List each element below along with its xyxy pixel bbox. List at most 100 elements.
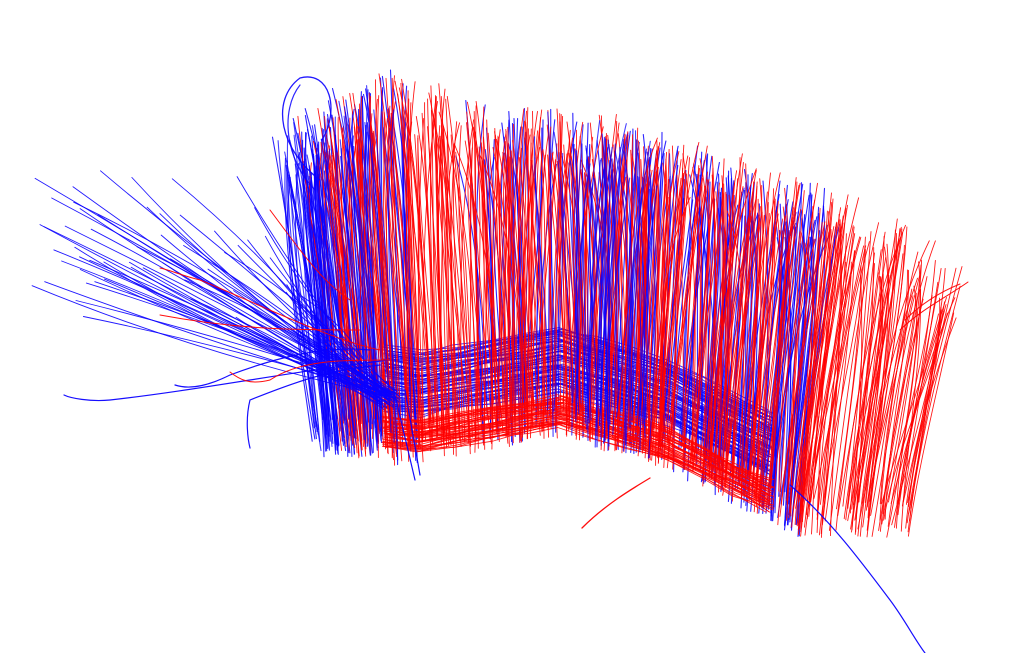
fiber-streamline: [373, 98, 394, 461]
fiber-streamline: [136, 246, 392, 395]
fiber-streamline: [818, 236, 866, 536]
fiber-streamline: [131, 177, 394, 408]
fiber-streamline: [651, 183, 667, 433]
fiber-streamline: [224, 252, 389, 396]
fiber-streamline: [421, 112, 438, 438]
fiber-streamline: [662, 197, 691, 432]
fiber-streamline: [593, 177, 610, 435]
fiber-streamline: [706, 170, 738, 457]
fiber-streamline: [31, 285, 389, 398]
fiber-streamline: [294, 163, 315, 429]
fiber-streamline: [821, 233, 847, 538]
fiber-streamline: [295, 174, 328, 448]
fiber-streamline: [830, 219, 842, 537]
fiber-streamline: [142, 267, 386, 406]
fiber-streamline: [726, 210, 744, 502]
fiber-streamline: [254, 207, 401, 398]
fiber-streamline: [388, 109, 399, 461]
fiber-streamline: [852, 247, 875, 506]
fiber-streamline: [902, 267, 957, 503]
fiber-streamline: [569, 158, 579, 422]
fiber-streamline: [667, 157, 690, 461]
fiber-streamline: [865, 228, 901, 511]
stray-fibers: [31, 76, 969, 653]
fiber-streamline: [427, 98, 448, 448]
fiber-streamline: [806, 226, 855, 520]
fiber-streamline: [725, 210, 751, 473]
fiber-streamline: [835, 248, 866, 531]
fiber-streamline: [851, 274, 863, 510]
fiber-streamline: [390, 75, 412, 427]
fiber-streamline: [407, 90, 424, 437]
fiber-streamline: [878, 264, 922, 531]
fiber-streamline: [130, 266, 389, 401]
fiber-streamline: [555, 129, 571, 439]
fiber-streamline: [446, 95, 469, 444]
fiber-streamline: [424, 102, 438, 438]
fiber-streamline: [862, 245, 899, 528]
fiber-streamline: [174, 348, 371, 388]
fiber-streamline: [849, 218, 898, 514]
fiber-streamline: [816, 258, 839, 516]
fiber-streamline: [690, 167, 701, 465]
fiber-streamline: [378, 73, 410, 446]
fiber-streamline: [401, 102, 419, 450]
fiber-streamline: [438, 111, 479, 426]
fiber-streamline: [530, 110, 535, 409]
fiber-streamline: [816, 225, 854, 533]
fiber-streamline: [887, 295, 933, 527]
fiber-streamline: [794, 192, 832, 525]
fiber-streamline: [383, 338, 772, 426]
fiber-streamline: [159, 314, 361, 331]
fiber-streamline: [666, 193, 681, 441]
fiber-streamline: [474, 131, 481, 441]
fiber-streamline: [536, 143, 558, 424]
fiber-streamline: [755, 178, 764, 508]
fiber-streamline: [879, 288, 913, 521]
fiber-streamline: [594, 139, 609, 448]
fiber-streamline: [452, 143, 461, 429]
fiber-streamline: [751, 198, 776, 488]
fiber-streamline: [800, 226, 835, 533]
fiber-streamline: [303, 132, 318, 433]
fiber-streamline: [611, 158, 617, 435]
fiber-streamline: [246, 364, 381, 449]
fiber-streamline: [481, 146, 493, 435]
fiber-streamline: [604, 177, 631, 442]
fiber-streamline: [503, 141, 507, 415]
fiber-streamline: [561, 152, 573, 436]
fiber-streamline: [236, 176, 394, 407]
fiber-streamline: [564, 137, 573, 436]
fiber-streamline: [855, 272, 881, 520]
fiber-streamline: [466, 122, 492, 415]
fiber-streamline: [586, 159, 602, 430]
fiber-streamline: [417, 137, 439, 436]
fiber-streamline: [561, 156, 584, 418]
fiber-streamline: [538, 131, 546, 439]
fiber-streamline: [790, 190, 805, 517]
fiber-streamline: [778, 181, 798, 492]
fiber-streamline: [732, 181, 755, 478]
fiber-streamline: [286, 135, 319, 435]
fiber-streamline: [671, 196, 699, 435]
fiber-streamline: [467, 157, 492, 444]
fiber-streamline: [786, 238, 816, 501]
fiber-streamline: [602, 143, 616, 444]
fiber-streamline: [277, 140, 317, 427]
fiber-streamline: [405, 110, 429, 428]
fiber-streamline: [467, 127, 474, 424]
fiber-streamline: [289, 139, 328, 432]
fiber-streamline: [384, 423, 767, 513]
fiber-streamline: [851, 252, 875, 531]
fiber-streamline: [847, 273, 884, 522]
fiber-streamline: [264, 235, 389, 402]
fiber-streamline: [798, 202, 833, 503]
fiber-streamline: [507, 142, 511, 431]
fiber-streamline: [693, 179, 710, 459]
fiber-streamline: [864, 240, 930, 503]
fiber-streamline: [682, 167, 700, 461]
fiber-streamline: [340, 148, 371, 442]
fiber-streamline: [653, 151, 680, 431]
